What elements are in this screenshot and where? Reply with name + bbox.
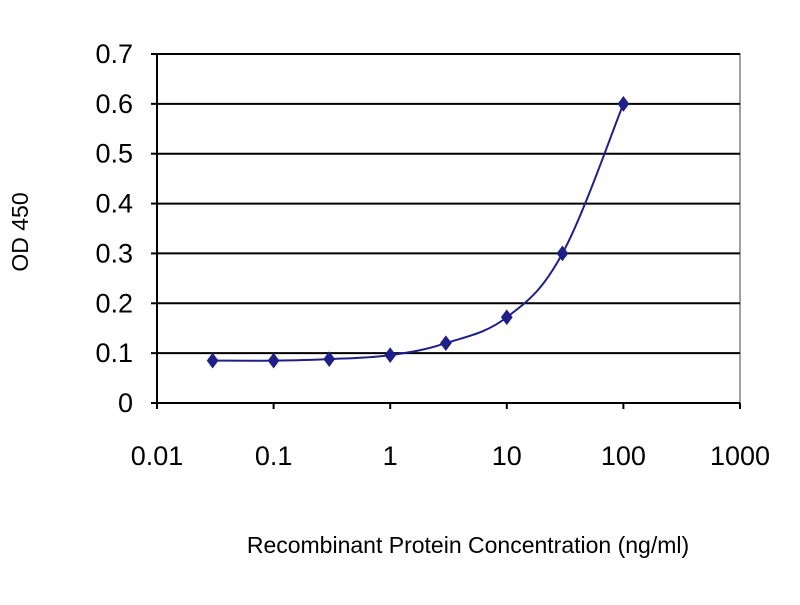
x-tick-label: 0.01 — [131, 441, 184, 471]
x-tick-label: 1000 — [710, 441, 770, 471]
y-tick-label: 0.6 — [95, 89, 133, 119]
data-point-marker — [384, 347, 397, 363]
data-point-marker — [206, 352, 219, 369]
y-tick-label: 0.2 — [95, 288, 133, 318]
data-point-marker — [323, 351, 336, 367]
gridlines — [157, 53, 740, 355]
y-tick-label: 0.3 — [95, 238, 133, 268]
plot-area — [156, 53, 741, 404]
data-point-marker — [617, 96, 630, 112]
axes — [151, 53, 741, 409]
tick-labels: 0 0.1 0.2 0.3 0.4 0.5 0.6 0.7 0.01 0.1 1 10 100 1000 — [95, 39, 770, 471]
y-axis-title: OD 450 — [7, 192, 33, 271]
y-tick-label: 0.7 — [95, 39, 133, 69]
x-axis-title: Recombinant Protein Concentration (ng/ml… — [247, 532, 689, 558]
data-point-marker — [267, 352, 280, 369]
y-tick-label: 0.1 — [95, 338, 133, 368]
x-tick-label: 0.1 — [255, 441, 293, 471]
series-layer — [206, 96, 630, 369]
x-tick-label: 1 — [383, 441, 398, 471]
y-tick-label: 0.5 — [95, 139, 133, 169]
x-tick-label: 100 — [601, 441, 646, 471]
y-tick-label: 0 — [118, 388, 133, 418]
y-tick-label: 0.4 — [95, 189, 133, 219]
data-point-marker — [556, 245, 569, 262]
x-tick-label: 10 — [492, 441, 522, 471]
data-point-marker — [439, 335, 452, 352]
data-point-marker — [500, 309, 513, 326]
